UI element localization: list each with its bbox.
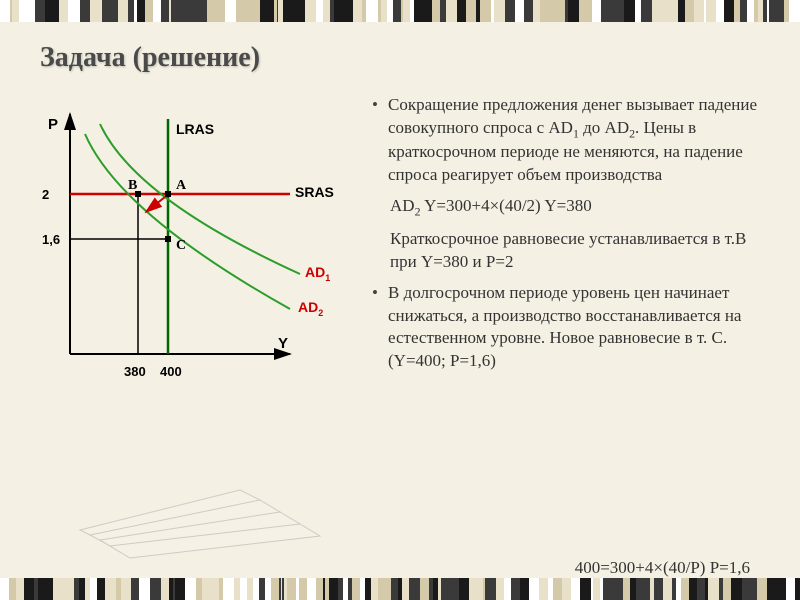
eq1-b: Y=300+4×(40/2) Y=380 [421, 196, 592, 215]
svg-text:400: 400 [160, 364, 182, 379]
paragraph-1: Сокращение предложения денег вызывает па… [388, 94, 770, 187]
equation-1: AD2 Y=300+4×(40/2) Y=380 [388, 195, 770, 219]
eq1-a: AD [390, 196, 415, 215]
barcode-top [0, 0, 800, 22]
svg-text:Y: Y [278, 335, 288, 352]
svg-text:C: C [176, 238, 186, 253]
svg-text:AD2: AD2 [298, 299, 323, 318]
svg-text:B: B [128, 178, 137, 193]
svg-text:LRAS: LRAS [176, 121, 214, 137]
svg-text:SRAS: SRAS [295, 184, 334, 200]
svg-text:A: A [176, 178, 187, 193]
ad-as-chart: P Y LRAS SRAS 2 1,6 380 400 AD1 AD2 A B C [30, 94, 350, 404]
svg-text:1,6: 1,6 [42, 232, 60, 247]
svg-text:380: 380 [124, 364, 146, 379]
slide-title: Задача (решение) [40, 42, 770, 74]
explanation-text: Сокращение предложения денег вызывает па… [370, 94, 770, 404]
p1-b: до AD [579, 118, 629, 137]
paragraph-3: В долгосрочном периоде уровень цен начин… [388, 282, 770, 374]
slide-content: Задача (решение) P Y LRAS SRAS 2 1,6 380 400 AD1… [0, 22, 800, 578]
svg-text:P: P [48, 116, 58, 133]
paragraph-2: Краткосрочное равновесие устанавливается… [388, 228, 770, 274]
chart-container: P Y LRAS SRAS 2 1,6 380 400 AD1 AD2 A B C [30, 94, 350, 404]
svg-text:AD1: AD1 [305, 264, 330, 283]
bottom-equation: 400=300+4×(40/P) P=1,6 [575, 558, 750, 578]
barcode-bottom [0, 578, 800, 600]
svg-text:2: 2 [42, 187, 49, 202]
